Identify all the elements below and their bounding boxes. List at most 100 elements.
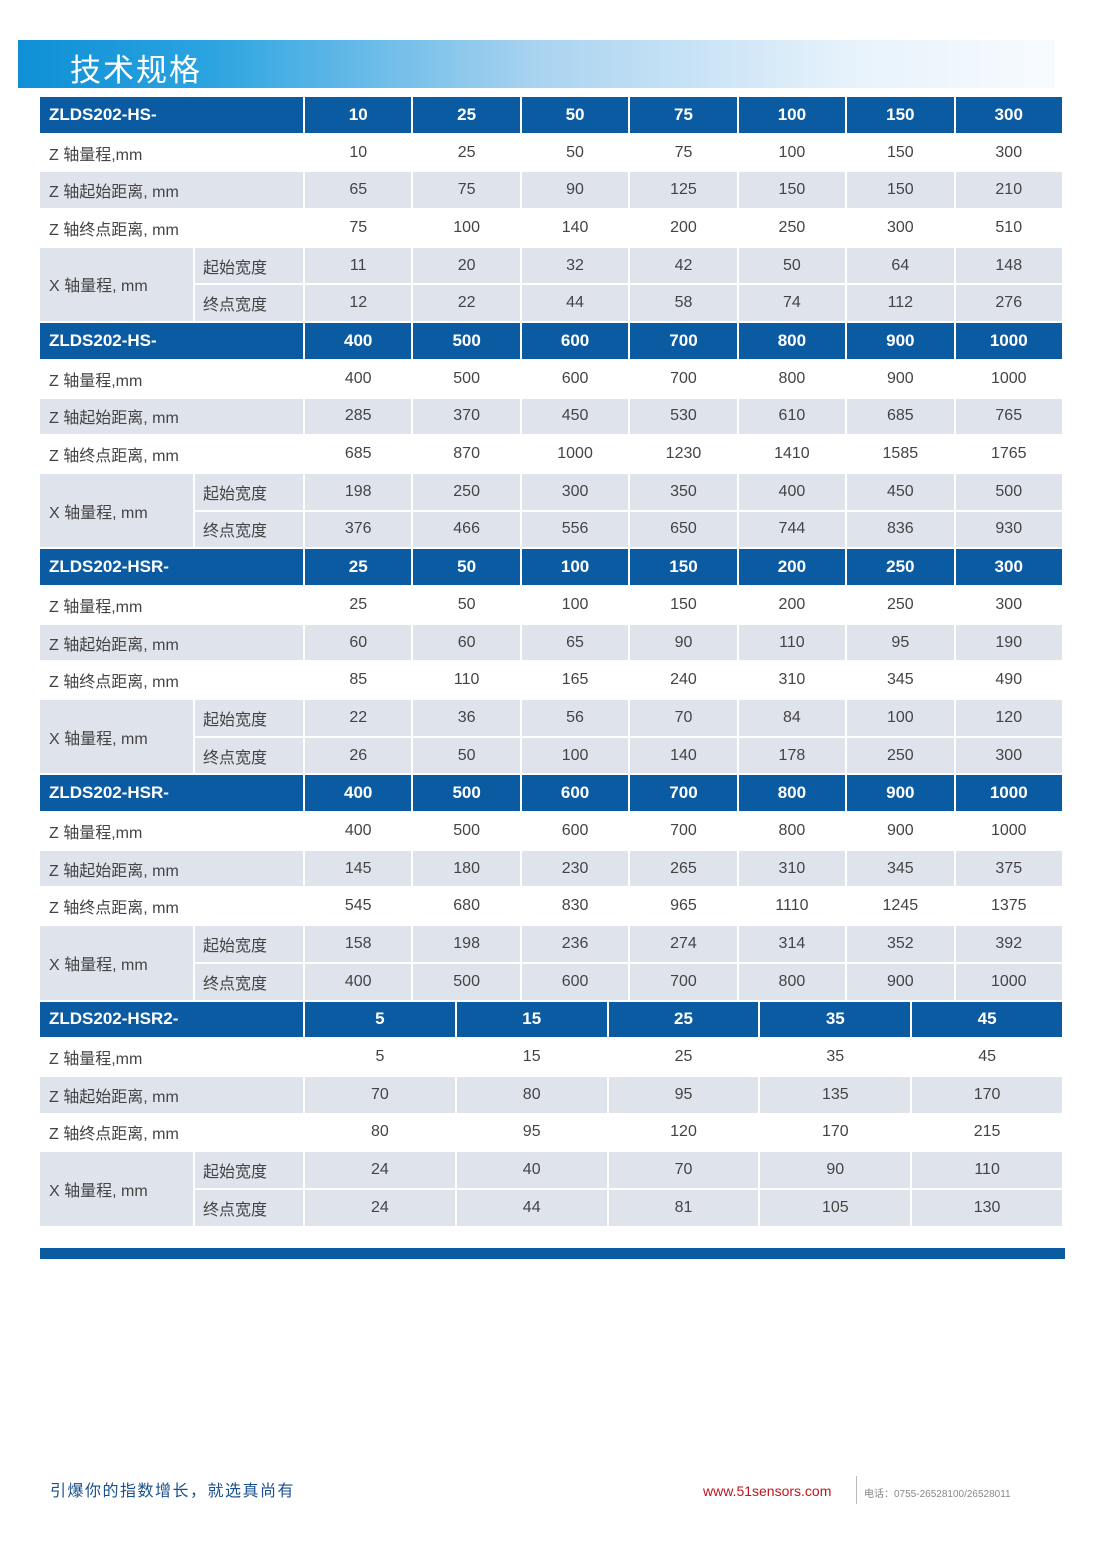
- x-range-rows: 起始宽度 158 198 236 274 314 352 392 终点宽度 400 500 600 70…: [195, 926, 1062, 1002]
- cell-value: 24: [305, 1190, 457, 1228]
- model-variant: 600: [521, 775, 631, 814]
- cell-value: 870: [413, 436, 522, 474]
- cell-value: 50: [521, 134, 631, 173]
- table-row: Z 轴量程,mm 400 500 600 700 800 900 1000: [40, 813, 1062, 851]
- cell-value: 400: [305, 360, 414, 399]
- cell-value: 100: [413, 210, 522, 248]
- cell-value: 1000: [521, 436, 631, 474]
- cell-value: 150: [630, 586, 739, 625]
- cell-value: 600: [521, 963, 631, 1002]
- cell-value: 125: [630, 172, 739, 211]
- cell-value: 265: [630, 850, 739, 889]
- cell-value: 170: [912, 1076, 1062, 1115]
- cell-value: 150: [738, 172, 848, 211]
- model-variant: 150: [847, 97, 956, 135]
- row-label: Z 轴量程,mm: [40, 813, 305, 851]
- cell-value: 215: [912, 1115, 1062, 1153]
- table-row: 起始宽度 198 250 300 350 400 450 500: [195, 473, 1062, 512]
- cell-value: 744: [738, 511, 848, 550]
- table-row: Z 轴终点距离, mm 80 95 120 170 215: [40, 1114, 1062, 1153]
- cell-value: 24: [305, 1152, 457, 1190]
- cell-value: 400: [738, 473, 848, 512]
- row-label: Z 轴终点距离, mm: [40, 662, 305, 701]
- model-variant: 25: [413, 97, 522, 135]
- x-range-rows: 起始宽度 11 20 32 42 50 64 148 终点宽度 12 22 44 58 74 112 276: [195, 247, 1062, 324]
- table-row: 起始宽度 158 198 236 274 314 352 392: [195, 926, 1062, 964]
- table-row: 起始宽度 11 20 32 42 50 64 148: [195, 247, 1062, 286]
- sub-label: 终点宽度: [195, 737, 305, 776]
- cell-value: 130: [912, 1190, 1062, 1228]
- model-variant: 400: [305, 775, 414, 814]
- cell-value: 25: [413, 134, 522, 173]
- cell-value: 250: [847, 586, 956, 625]
- sub-label: 终点宽度: [195, 511, 305, 550]
- model-variant: 25: [305, 549, 414, 587]
- cell-value: 376: [305, 511, 414, 550]
- cell-value: 500: [955, 473, 1062, 512]
- cell-value: 1000: [955, 813, 1062, 851]
- cell-value: 500: [413, 813, 522, 851]
- row-label: X 轴量程, mm: [40, 700, 195, 776]
- cell-value: 5: [305, 1039, 457, 1077]
- cell-value: 345: [847, 662, 956, 701]
- table-row: Z 轴量程,mm 400 500 600 700 800 900 1000: [40, 360, 1062, 399]
- cell-value: 22: [305, 700, 414, 738]
- model-variant: 1000: [955, 775, 1062, 814]
- cell-value: 450: [847, 473, 956, 512]
- section-header-row: ZLDS202-HSR- 400 500 600 700 800 900 1000: [40, 775, 1062, 814]
- cell-value: 150: [847, 172, 956, 211]
- cell-value: 1585: [847, 436, 956, 474]
- cell-value: 285: [305, 398, 414, 437]
- model-variant: 100: [521, 549, 631, 587]
- cell-value: 10: [305, 134, 414, 173]
- table-row: Z 轴终点距离, mm 85 110 165 240 310 345 490: [40, 662, 1062, 701]
- cell-value: 300: [847, 210, 956, 248]
- model-name: ZLDS202-HS-: [40, 97, 305, 135]
- cell-value: 900: [847, 813, 956, 851]
- website-link[interactable]: www.51sensors.com: [703, 1483, 832, 1499]
- cell-value: 1000: [955, 963, 1062, 1002]
- cell-value: 75: [413, 172, 522, 211]
- cell-value: 100: [847, 700, 956, 738]
- cell-value: 1245: [847, 888, 956, 927]
- cell-value: 58: [630, 285, 739, 324]
- cell-value: 450: [521, 398, 631, 437]
- page-title: 技术规格: [70, 53, 202, 89]
- cell-value: 150: [847, 134, 956, 173]
- cell-value: 490: [955, 662, 1062, 701]
- spec-section: ZLDS202-HS- 400 500 600 700 800 900 1000 Z 轴量程,m…: [40, 323, 1062, 550]
- cell-value: 765: [955, 398, 1062, 437]
- model-variant: 800: [738, 323, 848, 361]
- model-variant: 1000: [955, 323, 1062, 361]
- row-label: Z 轴终点距离, mm: [40, 436, 305, 474]
- cell-value: 1410: [738, 436, 848, 474]
- cell-value: 310: [738, 662, 848, 701]
- cell-value: 26: [305, 737, 414, 776]
- model-variant: 800: [738, 775, 848, 814]
- cell-value: 1375: [955, 888, 1062, 927]
- cell-value: 200: [630, 210, 739, 248]
- footer-slogan: 引爆你的指数增长，就选真尚有: [50, 1481, 296, 1500]
- spec-table: ZLDS202-HS- 10 25 50 75 100 150 300 Z 轴量程,mm 10 25…: [40, 97, 1062, 1228]
- row-label: Z 轴起始距离, mm: [40, 850, 305, 889]
- row-label: Z 轴量程,mm: [40, 360, 305, 399]
- section-header-row: ZLDS202-HSR- 25 50 100 150 200 250 300: [40, 549, 1062, 587]
- cell-value: 90: [760, 1152, 913, 1190]
- cell-value: 60: [413, 624, 522, 663]
- table-row: 终点宽度 400 500 600 700 800 900 1000: [195, 963, 1062, 1002]
- cell-value: 148: [955, 247, 1062, 286]
- model-variant: 700: [630, 323, 739, 361]
- x-range-group: X 轴量程, mm 起始宽度 158 198 236 274 314 352 392 终点宽度 40…: [40, 926, 1062, 1002]
- cell-value: 556: [521, 511, 631, 550]
- model-variant: 700: [630, 775, 739, 814]
- cell-value: 392: [955, 926, 1062, 964]
- cell-value: 345: [847, 850, 956, 889]
- row-label: X 轴量程, mm: [40, 473, 195, 550]
- x-range-rows: 起始宽度 24 40 70 90 110 终点宽度 24 44 81 105 130: [195, 1152, 1062, 1228]
- cell-value: 230: [521, 850, 631, 889]
- section-banner: 技术规格: [18, 40, 1055, 89]
- cell-value: 110: [413, 662, 522, 701]
- cell-value: 44: [456, 1190, 609, 1228]
- cell-value: 466: [413, 511, 522, 550]
- cell-value: 300: [955, 587, 1062, 625]
